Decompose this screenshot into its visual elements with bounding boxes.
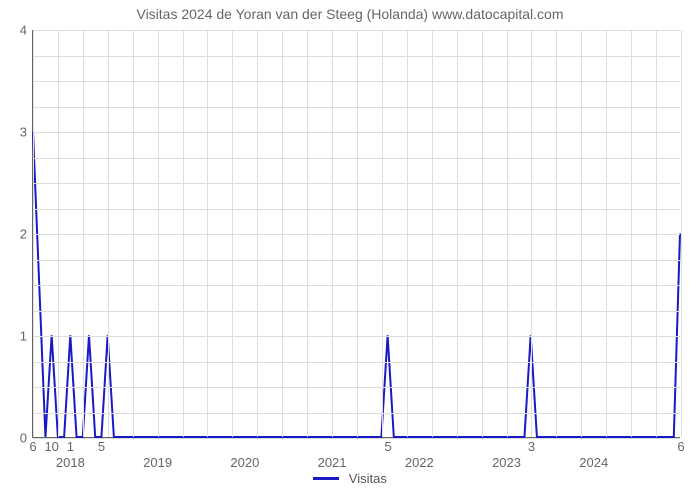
gridline-v xyxy=(257,30,258,437)
visits-chart: Visitas 2024 de Yoran van der Steeg (Hol… xyxy=(0,0,700,500)
gridline-v xyxy=(332,30,333,437)
gridline-v xyxy=(108,30,109,437)
gridline-v xyxy=(606,30,607,437)
x-tick-year: 2022 xyxy=(405,437,434,470)
gridline-v xyxy=(232,30,233,437)
plot-area: 0123420182019202020212022202320246101553… xyxy=(32,30,680,438)
legend: Visitas xyxy=(0,470,700,486)
gridline-v xyxy=(158,30,159,437)
gridline-v xyxy=(33,30,34,437)
x-tick-value: 5 xyxy=(385,437,392,454)
gridline-v xyxy=(681,30,682,437)
x-tick-year: 2019 xyxy=(143,437,172,470)
gridline-v xyxy=(207,30,208,437)
gridline-v xyxy=(556,30,557,437)
y-tick-label: 3 xyxy=(20,125,33,140)
gridline-v xyxy=(282,30,283,437)
gridline-v xyxy=(382,30,383,437)
gridline-v xyxy=(183,30,184,437)
gridline-v xyxy=(457,30,458,437)
x-tick-value: 5 xyxy=(98,437,105,454)
x-tick-year: 2021 xyxy=(318,437,347,470)
y-tick-label: 2 xyxy=(20,227,33,242)
gridline-v xyxy=(307,30,308,437)
x-tick-value: 1 xyxy=(67,437,74,454)
x-tick-year: 2020 xyxy=(230,437,259,470)
gridline-v xyxy=(531,30,532,437)
x-tick-value: 10 xyxy=(44,437,58,454)
gridline-v xyxy=(507,30,508,437)
x-tick-value: 3 xyxy=(528,437,535,454)
gridline-v xyxy=(581,30,582,437)
gridline-v xyxy=(133,30,134,437)
gridline-v xyxy=(432,30,433,437)
y-tick-label: 4 xyxy=(20,23,33,38)
gridline-v xyxy=(656,30,657,437)
x-tick-value: 6 xyxy=(29,437,36,454)
gridline-v xyxy=(482,30,483,437)
x-tick-year: 2023 xyxy=(492,437,521,470)
chart-title: Visitas 2024 de Yoran van der Steeg (Hol… xyxy=(0,6,700,22)
x-tick-value: 6 xyxy=(677,437,684,454)
y-tick-label: 1 xyxy=(20,329,33,344)
gridline-v xyxy=(407,30,408,437)
gridline-v xyxy=(631,30,632,437)
legend-label: Visitas xyxy=(349,471,387,486)
gridline-v xyxy=(83,30,84,437)
gridline-v xyxy=(357,30,358,437)
legend-swatch xyxy=(313,477,339,480)
x-tick-year: 2024 xyxy=(579,437,608,470)
gridline-v xyxy=(58,30,59,437)
